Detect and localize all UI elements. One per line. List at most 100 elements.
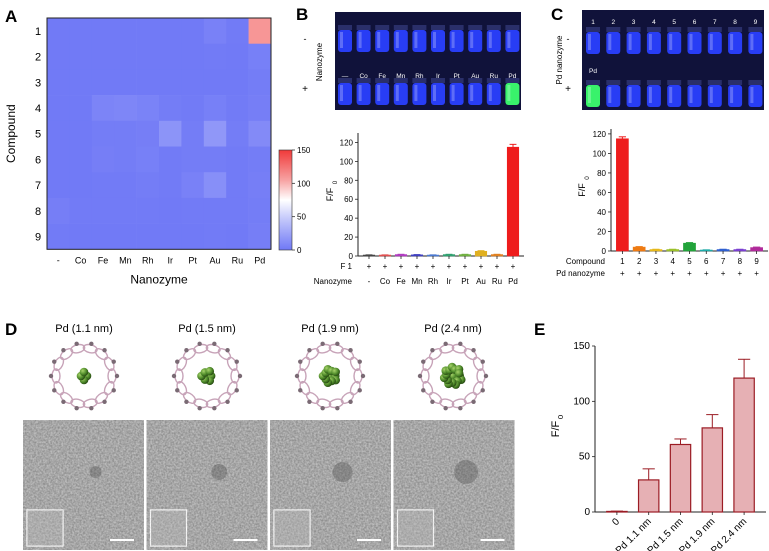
y-tick-label: 60 [597, 188, 606, 197]
protein-cage-loop [114, 373, 120, 379]
f1-row-value: + [447, 262, 452, 271]
heatmap-cell [159, 69, 182, 96]
vial-c-bottom-highlight [689, 87, 693, 103]
vial-b-bottom [375, 83, 390, 105]
vial-b-label: Fe [378, 73, 386, 80]
heatmap-cell [47, 69, 70, 96]
protein-cage-loop [480, 388, 485, 393]
tem-particle [211, 464, 228, 480]
heatmap-cell [203, 223, 227, 250]
heatmap-cell [136, 95, 160, 122]
f1-row-value: + [511, 262, 516, 271]
heatmap-cell [69, 95, 93, 122]
heatmap-y-tick-label: 6 [35, 154, 41, 166]
vial-b-bottom [486, 83, 501, 105]
heatmap-cell [181, 69, 205, 96]
vial-b-top [505, 30, 520, 52]
heatmap-cell [248, 95, 272, 122]
vial-b-bottom [505, 83, 520, 105]
vial-b-top-highlight [507, 32, 511, 48]
vial-c-bottom [667, 85, 682, 107]
protein-cage-subunit [463, 348, 478, 361]
vial-b-top [486, 30, 501, 52]
heatmap-cell [91, 146, 115, 173]
bar [683, 242, 696, 252]
heatmap-cell [136, 120, 160, 147]
bar [733, 249, 747, 252]
vial-c-top-highlight [588, 34, 591, 50]
heatmap-cell [181, 172, 205, 199]
heatmap-y-tick-label: 2 [35, 52, 41, 64]
protein-cage-loop [212, 341, 217, 347]
vial-b-bottom-highlight [470, 85, 474, 101]
compound-row-value: 6 [704, 257, 709, 266]
heatmap-cell [181, 146, 205, 173]
heatmap-cell [47, 120, 70, 147]
bar [669, 443, 692, 513]
protein-cage-subunit [297, 368, 307, 384]
y-axis-title-subscript: 0 [556, 415, 565, 419]
heatmap-x-tick-label: Ir [167, 255, 173, 265]
heatmap-cell [181, 120, 205, 147]
photo-c-side-label: Pd nanozyme [555, 35, 564, 84]
vial-b-top-highlight [488, 32, 492, 48]
vial-c-bottom-cap [707, 80, 722, 85]
vial-b-top-highlight [451, 32, 455, 48]
vial-b-bottom [468, 83, 483, 105]
heatmap-y-tick-label: 3 [35, 77, 41, 89]
vial-b-top-cap [375, 25, 390, 30]
heatmap-cell [159, 146, 182, 173]
heatmap-cell [69, 223, 93, 250]
tem-particle [89, 466, 102, 478]
vial-b-top-cap [338, 25, 352, 30]
vial-b-top [449, 30, 464, 52]
protein-cage-subunit [353, 368, 363, 384]
protein-cage-loop [184, 347, 189, 353]
bar-chart-b: 0 20 40 60 80 100 120 + - + Co + Fe + Mn + Rh + Ir + Pt + Au + R… [314, 133, 524, 286]
heatmap-cell [159, 43, 182, 70]
heatmap-cell [248, 172, 272, 199]
protein-cage-loop [335, 405, 340, 411]
pd-nanozyme-row-value: + [620, 269, 625, 278]
protein-cage-loop [102, 399, 107, 405]
vial-b-top-cap [505, 25, 520, 30]
heatmap-y-tick-label: 7 [35, 180, 41, 192]
f1-row-value: + [383, 262, 388, 271]
protein-cage-loop [430, 347, 435, 353]
heatmap-cell [114, 69, 137, 96]
vial-b-top-cap [486, 25, 501, 30]
colorbar-tick-label: 100 [297, 179, 311, 188]
vial-c-top-cap [626, 27, 641, 32]
compound-row-value: 9 [754, 257, 759, 266]
vial-c-top [707, 32, 722, 54]
vial-b-bottom-cap [412, 78, 427, 83]
heatmap-cell [181, 223, 205, 250]
vial-c-bottom-cap [626, 80, 641, 85]
protein-cage-loop [320, 341, 325, 347]
pd-nanozyme-row-value: + [670, 269, 675, 278]
y-tick-label: 100 [593, 149, 607, 158]
protein-cage-loop [294, 373, 300, 379]
heatmap-cell [114, 43, 137, 70]
heatmap-cell [159, 18, 182, 44]
vial-b-bottom-highlight [488, 85, 492, 101]
vial-b-bottom-cap [468, 78, 483, 83]
protein-cage-loop [348, 399, 353, 405]
pd-nanozyme-row-value: + [721, 269, 726, 278]
vial-c-bottom [748, 85, 763, 107]
compound-row-value: 7 [721, 257, 726, 266]
vial-b-bottom [356, 83, 371, 105]
pd-nanozyme-row-value: + [654, 269, 659, 278]
vial-b-top [431, 30, 445, 52]
heatmap-a: - Co Fe Mn Rh Ir Pt Au Ru Pd 1 2 3 4 5 6 7 8 9 Nanozyme Comp… [4, 17, 272, 286]
y-axis-title: F/F [550, 420, 562, 437]
y-tick-label: 50 [579, 452, 591, 463]
vial-c-top [606, 32, 621, 54]
f1-row-value: + [367, 262, 372, 271]
vial-b-bottom-highlight [340, 85, 343, 101]
protein-cage-loop [360, 373, 366, 379]
protein-cage-subunit [94, 348, 109, 361]
structure-title: Pd (1.9 nm) [301, 323, 358, 335]
y-tick-label: 0 [349, 252, 354, 261]
y-tick-label: 0 [584, 507, 590, 518]
